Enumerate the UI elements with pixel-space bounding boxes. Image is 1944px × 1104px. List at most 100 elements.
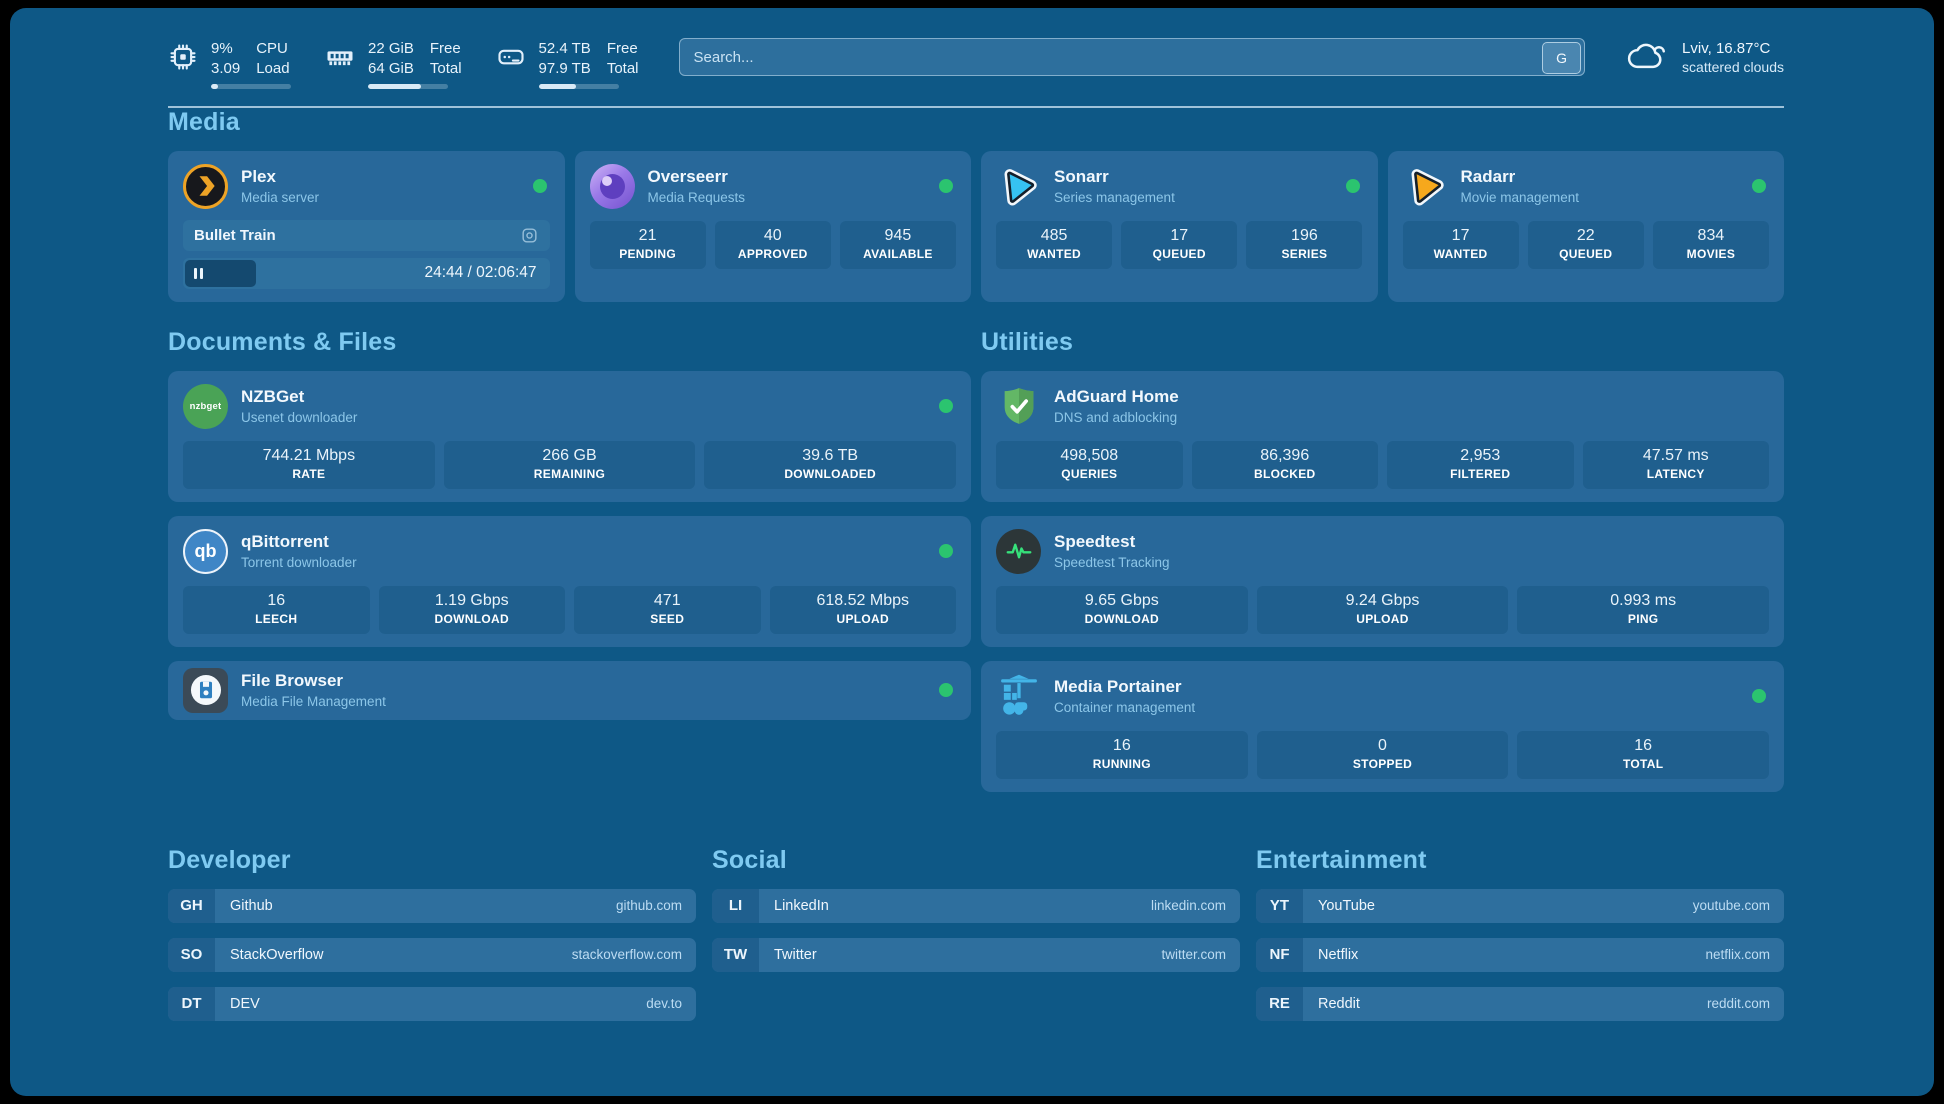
cpu-progress-bar [211, 83, 291, 89]
section-title-documents: Documents & Files [168, 327, 397, 356]
stat-label: WANTED [1433, 246, 1488, 261]
bookmark-url: stackoverflow.com [571, 947, 682, 963]
bookmark-stackoverflow[interactable]: SO StackOverflow stackoverflow.com [168, 937, 696, 972]
app-description: Media Requests [647, 190, 746, 206]
bookmark-name: DEV [230, 995, 260, 1012]
status-dot [1752, 689, 1766, 704]
app-description: Usenet downloader [241, 410, 358, 426]
app-name: Speedtest [1054, 532, 1136, 552]
stat-label: QUERIES [1061, 466, 1118, 481]
memory-labels: Free Total [429, 40, 462, 77]
app-description: Series management [1054, 190, 1175, 206]
stat-tile: 17 QUEUED [1121, 220, 1238, 269]
stat-value: 945 [884, 226, 912, 244]
stat-value: 471 [653, 591, 681, 609]
stat-value: 744.21 Mbps [262, 446, 356, 464]
memory-progress-bar [368, 83, 448, 89]
stat-value: 196 [1291, 226, 1318, 244]
stat-label: AVAILABLE [863, 246, 933, 261]
cpu-icon [168, 42, 198, 72]
stat-label: PENDING [619, 246, 676, 261]
now-playing-title: Bullet Train [194, 226, 276, 244]
stat-label: QUEUED [1152, 246, 1206, 261]
stat-value: 9.65 Gbps [1084, 591, 1159, 609]
stat-tile: 266 GB REMAINING [443, 440, 696, 489]
stat-label: STOPPED [1352, 756, 1413, 771]
stat-tile: 9.65 Gbps DOWNLOAD [996, 585, 1248, 634]
speedtest-icon [996, 528, 1041, 574]
search-engine-button[interactable]: G [1542, 42, 1582, 74]
status-dot [1752, 179, 1766, 194]
search-input[interactable] [678, 38, 1586, 76]
stat-value: 9.24 Gbps [1345, 591, 1420, 609]
section-title-developer: Developer [168, 845, 291, 874]
section-title-social: Social [712, 845, 787, 874]
app-card-qbittorrent[interactable]: qb qBittorrent Torrent downloader 16 LEEC… [168, 515, 971, 647]
app-card-sonarr[interactable]: Sonarr Series management 485 WANTED 17 QUE… [981, 150, 1378, 302]
stat-label: UPLOAD [1356, 611, 1409, 626]
portainer-icon [996, 674, 1041, 719]
bookmark-dev[interactable]: DT DEV dev.to [168, 986, 696, 1021]
stat-value: 16 [1112, 736, 1131, 754]
app-card-adguard[interactable]: AdGuard Home DNS and adblocking 498,508 Q… [981, 370, 1784, 502]
cpu-stat: 9% 3.09 CPU Load [168, 39, 291, 89]
bookmark-github[interactable]: GH Github github.com [168, 888, 696, 923]
stat-tile: 2,953 FILTERED [1387, 440, 1574, 489]
bookmark-name: YouTube [1318, 897, 1375, 914]
app-name: qBittorrent [241, 532, 329, 552]
stat-value: 618.52 Mbps [816, 591, 909, 609]
adguard-icon [996, 384, 1041, 429]
bookmark-name: Github [230, 897, 273, 914]
pause-icon[interactable] [194, 267, 203, 279]
bookmark-url: reddit.com [1706, 996, 1770, 1012]
memory-values: 22 GiB 64 GiB [368, 40, 414, 77]
stat-tile: 0.993 ms PING [1517, 585, 1769, 634]
stat-value: 40 [763, 226, 782, 244]
bookmark-netflix[interactable]: NF Netflix netflix.com [1256, 937, 1784, 972]
bookmark-reddit[interactable]: RE Reddit reddit.com [1256, 986, 1784, 1021]
stat-tile: 945 AVAILABLE [839, 220, 956, 269]
playback-progress-pill [185, 259, 256, 287]
stat-label: SERIES [1281, 246, 1328, 261]
stat-tile: 86,396 BLOCKED [1191, 440, 1378, 489]
bookmark-youtube[interactable]: YT YouTube youtube.com [1256, 888, 1784, 923]
app-card-nzbget[interactable]: nzbget NZBGet Usenet downloader 744.21 M… [168, 370, 971, 502]
bookmark-abbr: GH [168, 888, 215, 923]
bookmark-name: Netflix [1318, 946, 1359, 963]
stat-tile: 39.6 TB DOWNLOADED [704, 440, 956, 489]
disk-stat: 52.4 TB 97.9 TB Free Total [496, 39, 639, 89]
app-description: DNS and adblocking [1054, 410, 1178, 426]
stat-tile: 618.52 Mbps UPLOAD [769, 585, 956, 634]
app-name: Radarr [1460, 167, 1516, 187]
disk-progress-bar [538, 83, 619, 89]
stat-label: RUNNING [1092, 756, 1151, 771]
stat-value: 0.993 ms [1610, 591, 1677, 609]
app-card-plex[interactable]: Plex Media server Bullet Train [168, 150, 565, 302]
stat-tile: 16 RUNNING [996, 730, 1248, 779]
app-card-radarr[interactable]: Radarr Movie management 17 WANTED 22 QUEUE… [1387, 150, 1784, 302]
bookmark-linkedin[interactable]: LI LinkedIn linkedin.com [712, 888, 1240, 923]
app-description: Media server [241, 190, 320, 206]
weather-condition: scattered clouds [1682, 59, 1784, 75]
bookmark-name: LinkedIn [774, 897, 829, 914]
app-description: Speedtest Tracking [1054, 555, 1170, 571]
app-card-speedtest[interactable]: Speedtest Speedtest Tracking 9.65 Gbps DO… [981, 515, 1784, 647]
stat-tile: 21 PENDING [589, 220, 706, 269]
bookmark-name: StackOverflow [230, 946, 324, 963]
bookmarks-social: Social LI LinkedIn linkedin.com TW Twitt… [712, 846, 1240, 1036]
stat-label: RATE [292, 466, 326, 481]
app-card-portainer[interactable]: Media Portainer Container management 16 R… [981, 660, 1784, 792]
stat-label: APPROVED [737, 246, 808, 261]
app-card-overseerr[interactable]: Overseerr Media Requests 21 PENDING 40 APP… [574, 150, 971, 302]
stat-label: TOTAL [1622, 756, 1664, 771]
stat-value: 266 GB [542, 446, 597, 464]
app-description: Torrent downloader [241, 555, 357, 571]
bookmark-twitter[interactable]: TW Twitter twitter.com [712, 937, 1240, 972]
stat-tile: 471 SEED [574, 585, 761, 634]
bookmarks-developer: Developer GH Github github.com SO StackO… [168, 846, 696, 1036]
stat-value: 47.57 ms [1642, 446, 1709, 464]
app-card-filebrowser[interactable]: File Browser Media File Management [168, 660, 971, 720]
stat-tile: 834 MOVIES [1652, 220, 1769, 269]
stat-value: 17 [1451, 226, 1470, 244]
app-description: Movie management [1460, 190, 1580, 206]
